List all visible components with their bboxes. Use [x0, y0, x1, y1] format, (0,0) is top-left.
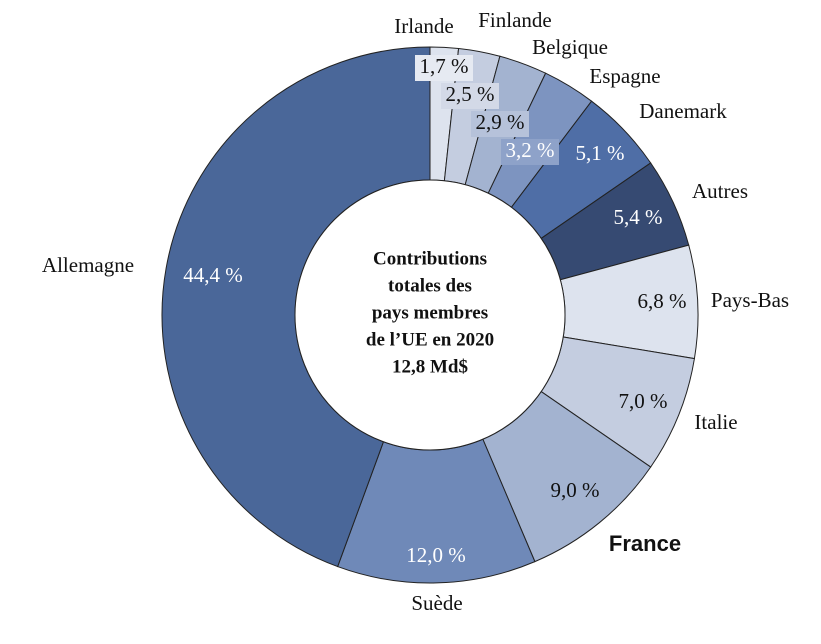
category-label: Espagne	[589, 64, 660, 88]
value-label-box	[501, 139, 559, 165]
center-text: 12,8 Md$	[392, 356, 468, 377]
center-text: Contributions	[373, 248, 487, 269]
value-label-box	[471, 111, 529, 137]
value-label: 6,8 %	[638, 289, 687, 313]
value-label: 5,4 %	[614, 205, 663, 229]
center-text: de l’UE en 2020	[366, 329, 494, 350]
category-label: Suède	[411, 591, 462, 615]
category-label: Finlande	[478, 8, 552, 32]
category-label: Danemark	[639, 99, 727, 123]
value-label: 7,0 %	[619, 389, 668, 413]
category-label: Italie	[694, 410, 737, 434]
category-label: Allemagne	[42, 253, 134, 277]
category-label: Belgique	[532, 35, 608, 59]
value-label: 2,5 %	[446, 82, 495, 106]
value-label-box	[415, 55, 473, 81]
center-text: pays membres	[372, 302, 488, 323]
value-label-box	[441, 83, 499, 109]
category-label: Irlande	[394, 14, 453, 38]
value-label: 3,2 %	[506, 138, 555, 162]
donut-hole	[294, 179, 566, 451]
category-label: France	[609, 531, 681, 556]
value-label: 2,9 %	[476, 110, 525, 134]
value-label: 5,1 %	[576, 141, 625, 165]
value-label: 9,0 %	[551, 478, 600, 502]
value-label: 1,7 %	[420, 54, 469, 78]
value-label: 44,4 %	[183, 263, 243, 287]
value-label: 12,0 %	[406, 543, 466, 567]
category-label: Pays-Bas	[711, 288, 789, 312]
center-text: totales des	[388, 275, 472, 296]
category-label: Autres	[692, 179, 748, 203]
